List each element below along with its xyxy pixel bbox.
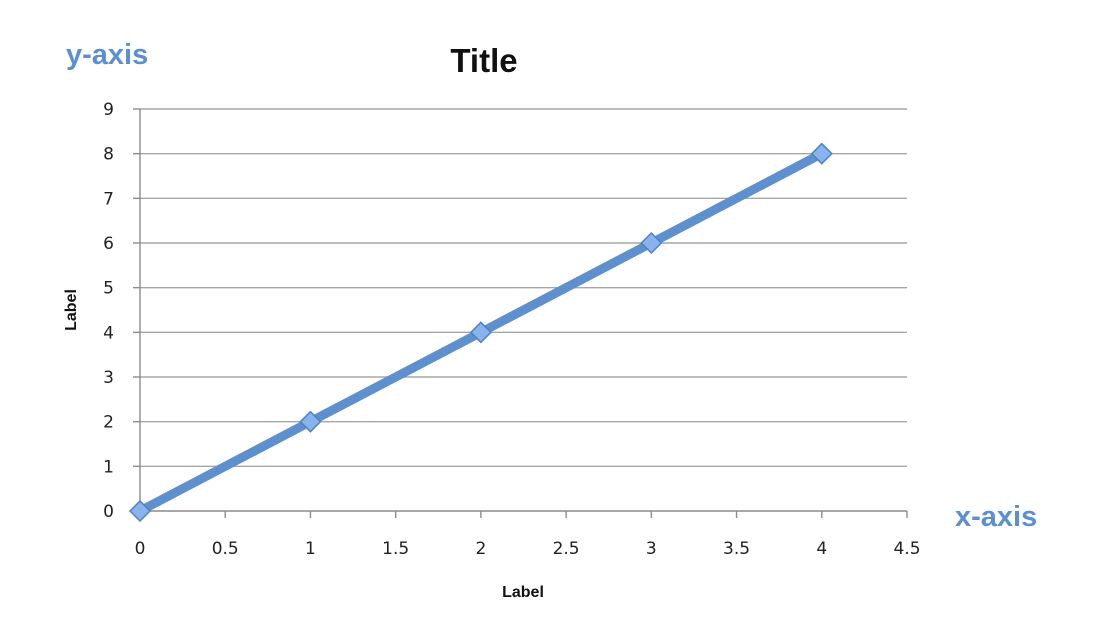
series-layer [128, 142, 833, 523]
x-tick-label: 4 [816, 539, 827, 559]
data-point-marker [299, 410, 322, 433]
x-tick-label: 3 [646, 539, 657, 559]
x-tick-label: 4.5 [893, 539, 920, 559]
y-tick-label: 5 [103, 279, 114, 299]
x-tick-label: 2 [475, 539, 486, 559]
chart-title: Title [450, 42, 517, 79]
y-tick-label: 0 [103, 502, 114, 522]
x-tick-label: 3.5 [723, 539, 750, 559]
x-tick-label: 1.5 [382, 539, 409, 559]
data-point-marker [640, 231, 663, 255]
y-axis-title: Label [63, 289, 80, 331]
x-tick-label: 2.5 [553, 539, 580, 559]
y-tick-label: 1 [103, 457, 114, 477]
tick-layer: 0 1 2 3 4 5 6 7 8 9 0 0.5 1 1.5 2 2.5 3 3.5 4 4.5 [103, 100, 920, 559]
y-tick-label: 6 [103, 234, 114, 254]
data-point-marker [128, 499, 152, 523]
y-tick-label: 7 [103, 189, 114, 209]
x-axis-title: Label [502, 584, 544, 601]
y-tick-label: 4 [103, 323, 114, 343]
x-axis-annotation: x-axis [955, 501, 1037, 533]
y-tick-label: 8 [103, 145, 114, 165]
y-axis-annotation: y-axis [66, 39, 148, 71]
grid-layer [140, 108, 907, 468]
x-tick-label: 0.5 [212, 539, 239, 559]
y-tick-label: 3 [103, 368, 114, 388]
data-point-marker [810, 142, 833, 165]
y-tick-label: 9 [103, 100, 114, 120]
x-tick-label: 1 [305, 539, 316, 559]
data-point-marker [469, 321, 492, 344]
y-tick-label: 2 [103, 413, 114, 433]
x-tick-label: 0 [135, 539, 146, 559]
